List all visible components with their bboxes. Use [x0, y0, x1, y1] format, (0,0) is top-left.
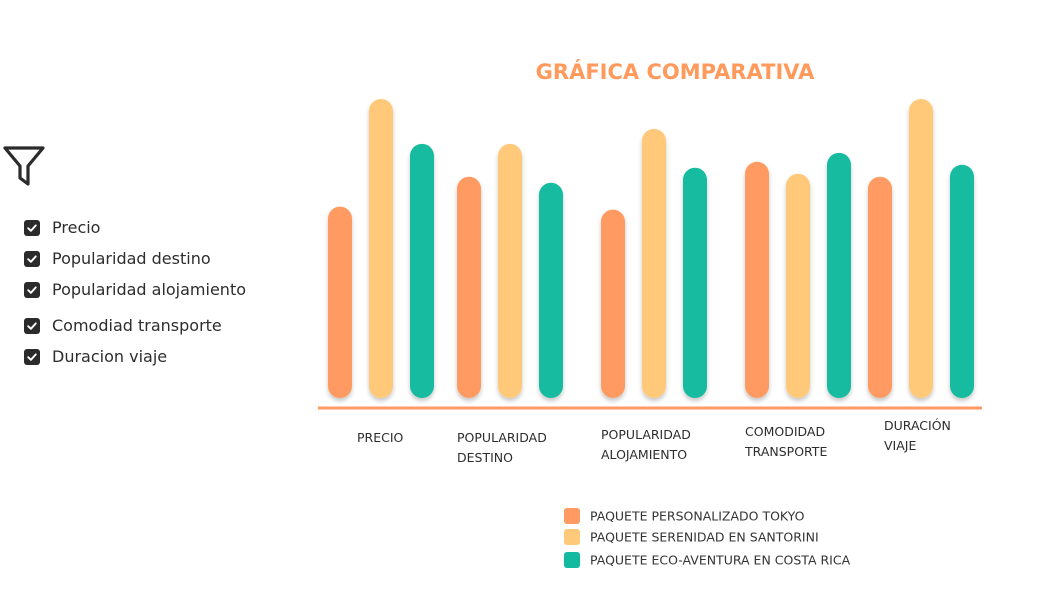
filter-label: Popularidad alojamiento — [52, 280, 247, 299]
checkbox-checked-icon[interactable] — [24, 317, 40, 334]
bar — [328, 206, 352, 398]
legend-label: PAQUETE ECO-AVENTURA EN COSTA RICA — [590, 553, 851, 568]
filter-comodidad-transporte[interactable]: Comodiad transporte — [24, 316, 222, 335]
checkbox-checked-icon[interactable] — [24, 281, 40, 298]
filter-label: Duracion viaje — [52, 347, 168, 366]
x-tick-label: PRECIO — [357, 430, 404, 445]
bar — [601, 209, 625, 398]
filter-label: Popularidad destino — [52, 249, 211, 268]
bar — [683, 167, 707, 398]
bar — [498, 143, 522, 398]
legend-swatch — [564, 508, 580, 524]
legend-swatch — [564, 529, 580, 545]
filter-popularidad-destino[interactable]: Popularidad destino — [24, 249, 211, 268]
legend-swatch — [564, 552, 580, 568]
checkbox-checked-icon[interactable] — [24, 348, 40, 365]
checkbox-checked-icon[interactable] — [24, 250, 40, 267]
x-tick-label: DURACIÓN VIAJE — [884, 418, 951, 453]
legend-label: PAQUETE PERSONALIZADO TOKYO — [590, 509, 805, 524]
bar — [539, 182, 563, 398]
filter-duracion-viaje[interactable]: Duracion viaje — [24, 347, 167, 366]
bar — [827, 152, 851, 398]
bar — [950, 164, 974, 398]
checkbox-checked-icon[interactable] — [24, 219, 40, 236]
bar — [745, 161, 769, 398]
x-tick-label: POPULARIDAD ALOJAMIENTO — [601, 427, 691, 462]
bar — [786, 173, 810, 398]
filter-label: Comodiad transporte — [52, 316, 222, 335]
bar — [369, 99, 393, 398]
x-tick-label: COMODIDAD TRANSPORTE — [744, 424, 827, 459]
bar — [457, 176, 481, 398]
chart-title: GRÁFICA COMPARATIVA — [536, 59, 815, 84]
bar — [642, 128, 666, 398]
bar — [909, 99, 933, 398]
bar — [868, 176, 892, 398]
filter-icon[interactable] — [2, 144, 46, 188]
filter-popularidad-alojamiento[interactable]: Popularidad alojamiento — [24, 280, 246, 299]
bar — [410, 143, 434, 398]
filter-label: Precio — [52, 218, 101, 237]
x-tick-label: POPULARIDAD DESTINO — [457, 430, 547, 465]
legend-label: PAQUETE SERENIDAD EN SANTORINI — [590, 530, 819, 545]
filter-precio[interactable]: Precio — [24, 218, 100, 237]
